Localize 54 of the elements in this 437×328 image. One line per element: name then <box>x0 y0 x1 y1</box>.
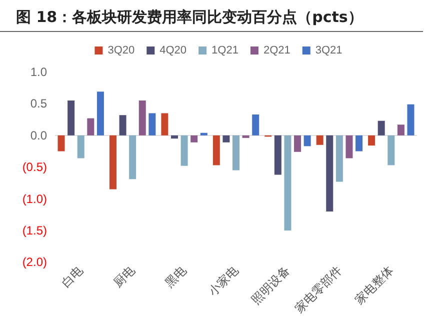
bar <box>284 135 292 231</box>
bar <box>109 135 116 190</box>
bar <box>252 114 260 136</box>
bar <box>326 135 334 212</box>
bar <box>212 135 220 166</box>
bar <box>138 100 146 136</box>
y-tick-label: 0.0 <box>30 128 48 142</box>
bar <box>232 135 240 170</box>
bar <box>129 135 136 180</box>
bar <box>388 135 395 166</box>
bar <box>77 135 84 158</box>
bar <box>200 132 208 136</box>
bar <box>242 135 250 138</box>
legend-label: 3Q21 <box>315 44 342 56</box>
bar <box>222 135 230 142</box>
x-tick-label: 家电零部件 <box>292 263 344 316</box>
bar <box>368 135 376 146</box>
bar <box>336 135 343 182</box>
bar <box>119 115 126 136</box>
y-tick-label: 1.0 <box>30 65 48 79</box>
bar <box>180 135 188 166</box>
legend-label: 2Q21 <box>263 44 290 56</box>
bar <box>407 104 414 136</box>
legend-label: 3Q20 <box>108 44 135 56</box>
chart-title: 图 18：各板块研发费用率同比变动百分点（pcts） <box>0 0 423 32</box>
legend-label: 4Q20 <box>160 44 187 56</box>
bar <box>190 135 198 142</box>
x-tick-label: 黑电 <box>162 263 190 290</box>
bar <box>68 100 75 136</box>
y-tick-label: 0.5 <box>30 96 48 111</box>
x-tick-label: 小家电 <box>206 263 241 299</box>
x-tick-label: 家电整体 <box>352 263 396 308</box>
bar <box>316 135 324 145</box>
bar <box>161 113 168 136</box>
bar <box>356 135 363 152</box>
bar <box>346 135 353 158</box>
bar <box>378 120 385 136</box>
x-tick-label: 厨电 <box>110 263 138 290</box>
bar <box>58 135 65 152</box>
bar <box>96 92 104 136</box>
bar <box>170 135 178 139</box>
bar <box>148 113 156 136</box>
x-tick-label: 白电 <box>58 263 86 290</box>
bar <box>87 118 94 136</box>
bar <box>397 124 404 136</box>
bar <box>274 135 282 175</box>
legend-label: 1Q21 <box>212 44 238 56</box>
y-tick-label: (1.5) <box>22 224 47 238</box>
y-tick-label: (0.5) <box>22 160 47 174</box>
y-tick-label: (2.0) <box>22 255 47 270</box>
y-tick-label: (1.0) <box>22 192 47 206</box>
bar <box>294 135 302 152</box>
x-tick-label: 照明设备 <box>248 263 293 308</box>
bar <box>304 135 311 146</box>
